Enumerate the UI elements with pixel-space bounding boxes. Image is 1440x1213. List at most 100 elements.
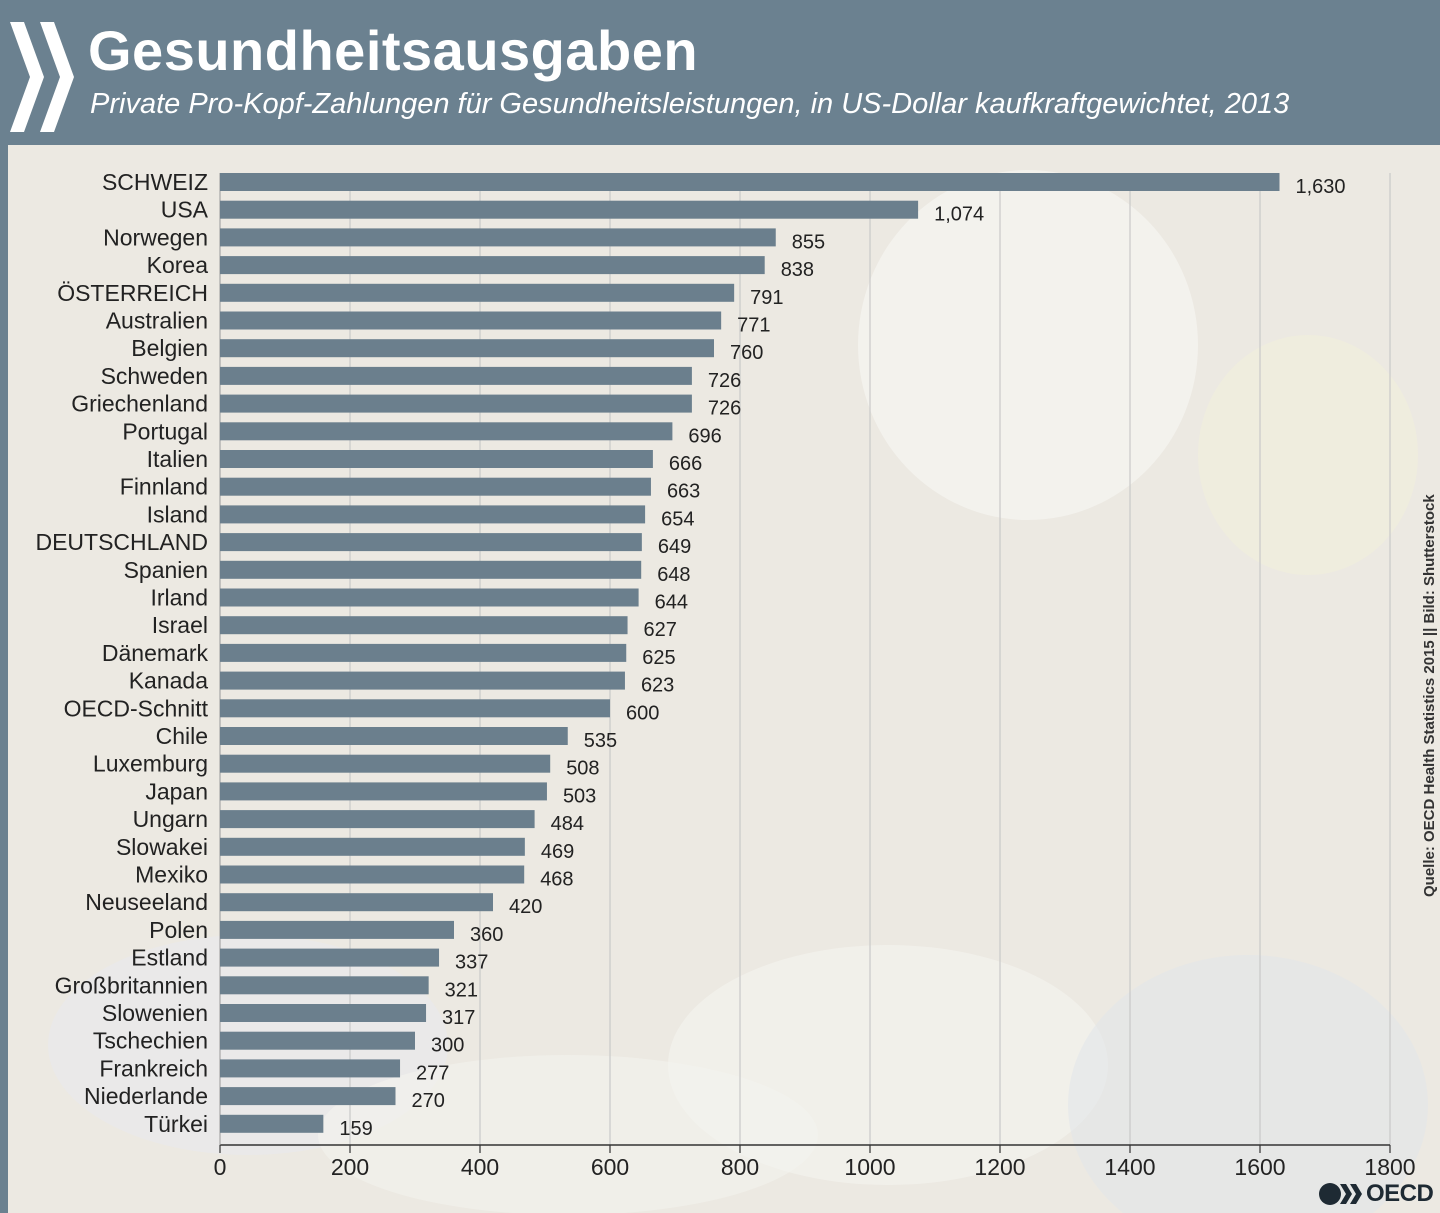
- category-label: Dänemark: [102, 640, 209, 666]
- value-label: 317: [442, 1007, 475, 1029]
- bar: [220, 1031, 415, 1050]
- background-pills-decoration: [48, 170, 1428, 1213]
- category-label: Australien: [106, 308, 208, 334]
- bar: [220, 394, 692, 413]
- value-label: 627: [644, 619, 677, 641]
- category-label: Irland: [150, 585, 208, 611]
- value-label: 649: [658, 536, 691, 558]
- category-label: Türkei: [144, 1111, 208, 1137]
- category-label: Norwegen: [103, 224, 208, 250]
- category-label: Israel: [152, 612, 208, 638]
- value-label: 535: [584, 730, 617, 752]
- bar: [220, 200, 919, 219]
- bar: [220, 754, 551, 773]
- value-label: 321: [445, 979, 478, 1001]
- bar: [220, 505, 646, 524]
- tick-label: 1000: [844, 1154, 895, 1180]
- bar: [220, 865, 525, 884]
- tick-label: 600: [591, 1154, 629, 1180]
- bar: [220, 533, 642, 552]
- bar: [220, 366, 692, 385]
- tick-label: 200: [331, 1154, 369, 1180]
- category-label: Portugal: [122, 418, 208, 444]
- bar: [220, 616, 628, 635]
- value-label: 696: [688, 425, 721, 447]
- tick-label: 1200: [974, 1154, 1025, 1180]
- value-label: 623: [641, 675, 674, 697]
- value-label: 771: [737, 315, 770, 337]
- pill-decoration: [1068, 955, 1428, 1213]
- bar: [220, 782, 547, 801]
- value-label: 648: [657, 564, 690, 586]
- value-label: 468: [540, 869, 573, 891]
- bar: [220, 671, 625, 690]
- category-label: Polen: [149, 917, 208, 943]
- category-label: Japan: [145, 778, 208, 804]
- bar: [220, 837, 525, 856]
- bar: [220, 283, 735, 302]
- value-label: 337: [455, 952, 488, 974]
- oecd-logo-text: OECD: [1366, 1180, 1434, 1207]
- tick-label: 1600: [1234, 1154, 1285, 1180]
- x-axis-ticks: 0 200 400 600 800 1000 1200 1400 1600 1800: [214, 1145, 1416, 1180]
- category-label: Schweden: [101, 363, 208, 389]
- value-label: 855: [792, 231, 825, 253]
- category-label: Frankreich: [99, 1055, 208, 1081]
- value-label: 1,074: [934, 204, 984, 226]
- bar: [220, 228, 776, 247]
- bar: [220, 643, 627, 662]
- oecd-chevrons-icon: [10, 22, 74, 132]
- oecd-logo: OECD: [1318, 1180, 1434, 1208]
- category-label: Island: [147, 501, 208, 527]
- category-label: Slowenien: [102, 1000, 208, 1026]
- value-labels: 1,630 1,074 855 838 791 771 760 726 726 696 666 663…: [339, 176, 1345, 1140]
- category-label: Spanien: [124, 557, 208, 583]
- bar: [220, 920, 454, 939]
- oecd-chevron-logo-icon: [1319, 1183, 1362, 1205]
- bar: [220, 948, 440, 967]
- bar: [220, 699, 610, 718]
- value-label: 644: [655, 592, 688, 614]
- value-label: 838: [781, 259, 814, 281]
- category-label: Neuseeland: [85, 889, 208, 915]
- category-label: Griechenland: [71, 391, 208, 417]
- bar: [220, 1004, 427, 1022]
- source-note: Quelle: OECD Health Statistics 2015 || B…: [1421, 494, 1438, 897]
- category-label: DEUTSCHLAND: [35, 529, 208, 555]
- category-label: USA: [161, 197, 209, 223]
- value-label: 625: [642, 647, 675, 669]
- value-label: 663: [667, 481, 700, 503]
- value-label: 726: [708, 398, 741, 420]
- value-label: 484: [551, 813, 584, 835]
- value-label: 726: [708, 370, 741, 392]
- tick-label: 1800: [1364, 1154, 1415, 1180]
- value-label: 503: [563, 785, 596, 807]
- pill-decoration: [318, 1055, 818, 1213]
- category-label: Niederlande: [84, 1083, 208, 1109]
- pill-decoration: [858, 170, 1198, 520]
- category-label: Belgien: [131, 335, 208, 361]
- header: Gesundheitsausgaben Private Pro-Kopf-Zah…: [0, 0, 1440, 145]
- category-label: Estland: [131, 945, 208, 971]
- value-label: 360: [470, 924, 503, 946]
- bar: [220, 810, 535, 829]
- bar: [220, 588, 639, 607]
- category-label: Slowakei: [116, 834, 208, 860]
- value-label: 270: [412, 1090, 445, 1112]
- bar: [220, 256, 765, 275]
- category-label: ÖSTERREICH: [57, 280, 208, 306]
- value-label: 760: [730, 342, 763, 364]
- category-label: Luxemburg: [93, 751, 208, 777]
- bar: [220, 1087, 396, 1106]
- bar: [220, 976, 429, 995]
- bar: [220, 311, 722, 330]
- category-labels: SCHWEIZUSANorwegenKoreaÖSTERREICHAustral…: [35, 169, 208, 1137]
- bar: [220, 727, 568, 745]
- category-label: Kanada: [129, 668, 209, 694]
- value-label: 1,630: [1296, 176, 1346, 198]
- category-label: OECD-Schnitt: [64, 695, 209, 721]
- category-label: Mexiko: [135, 862, 208, 888]
- bar: [220, 173, 1280, 191]
- value-label: 508: [566, 758, 599, 780]
- bar: [220, 1114, 324, 1133]
